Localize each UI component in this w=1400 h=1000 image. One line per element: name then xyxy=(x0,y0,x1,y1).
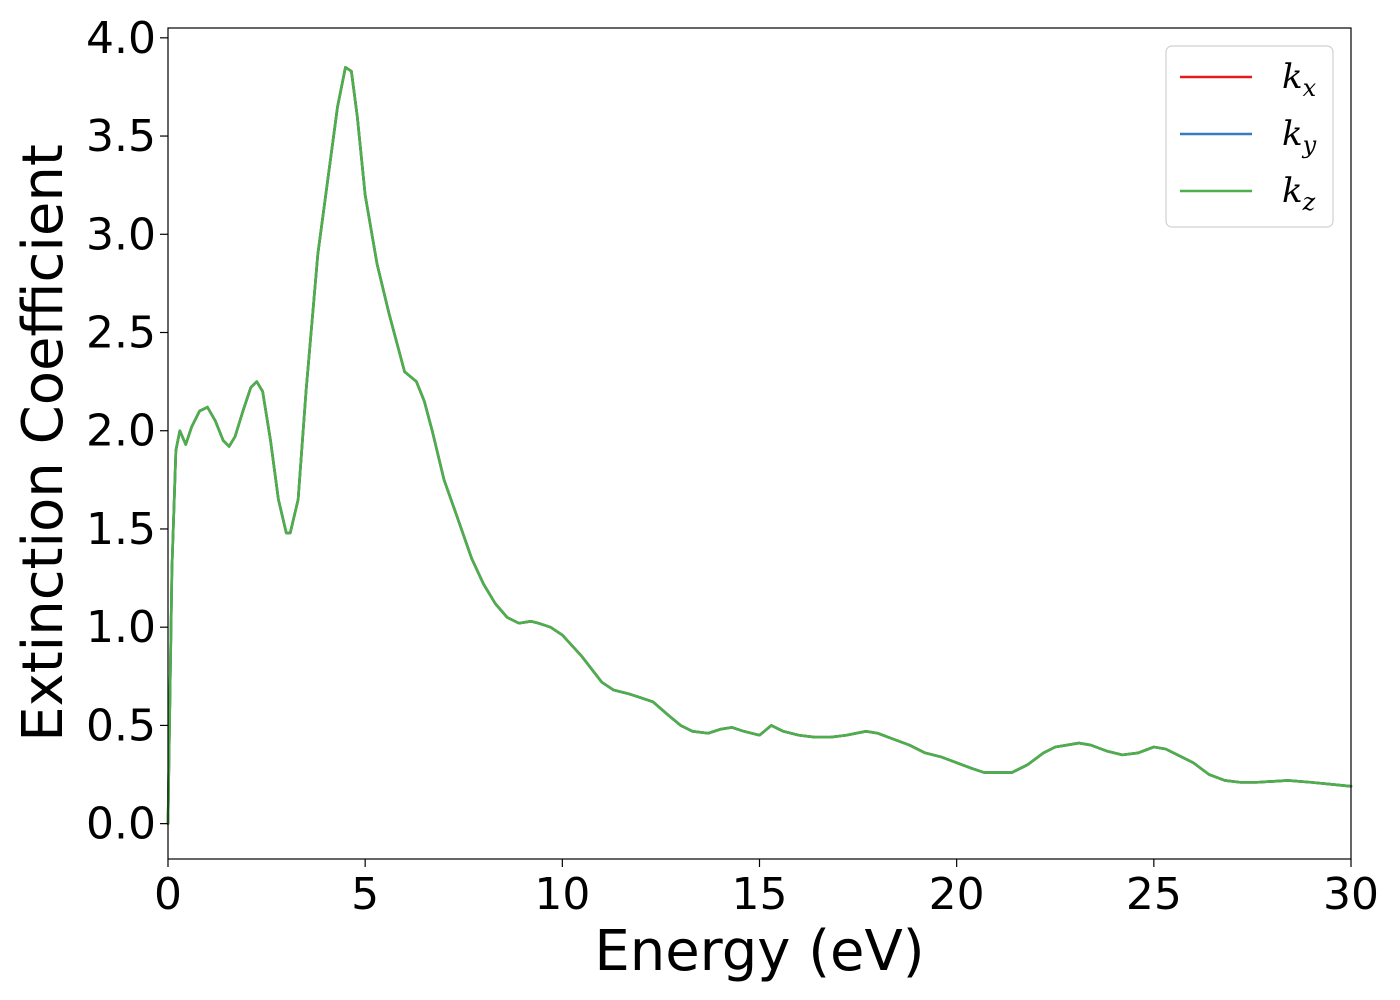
y-tick-label: 3.5 xyxy=(86,111,156,162)
legend-label-x: kx xyxy=(1282,57,1317,102)
y-tick-label: 0.5 xyxy=(86,700,156,751)
x-axis-label: Energy (eV) xyxy=(594,919,924,984)
y-tick-label: 2.0 xyxy=(86,406,156,457)
x-axis: 0 5 10 15 20 25 30 xyxy=(154,859,1379,920)
legend-label-y: ky xyxy=(1282,114,1317,159)
y-tick-label: 3.0 xyxy=(86,209,156,260)
y-tick-label: 1.5 xyxy=(86,504,156,555)
y-axis-label: Extinction Coefficient xyxy=(11,144,76,742)
y-tick-label: 1.0 xyxy=(86,602,156,653)
x-tick-label: 25 xyxy=(1126,869,1182,920)
x-tick-label: 20 xyxy=(929,869,985,920)
x-tick-label: 10 xyxy=(534,869,590,920)
y-tick-label: 4.0 xyxy=(86,13,156,64)
legend-box xyxy=(1165,45,1334,228)
legend: kx ky kz xyxy=(1165,45,1334,228)
legend-label-z: kz xyxy=(1282,171,1316,216)
x-tick-label: 0 xyxy=(154,869,182,920)
series-layer xyxy=(166,65,1353,825)
x-tick-label: 15 xyxy=(732,869,788,920)
x-tick-label: 5 xyxy=(351,869,379,920)
y-tick-label: 2.5 xyxy=(86,308,156,359)
series-line-z xyxy=(166,65,1353,825)
y-tick-label: 0.0 xyxy=(86,799,156,850)
y-axis: 0.0 0.5 1.0 1.5 2.0 2.5 3.0 3.5 4.0 xyxy=(86,13,168,850)
x-tick-label: 30 xyxy=(1323,869,1379,920)
